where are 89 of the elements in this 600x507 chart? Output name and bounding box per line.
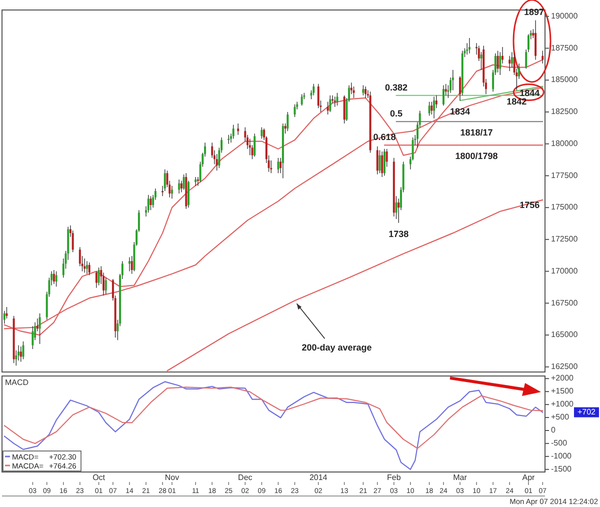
candlestick (352, 86, 355, 98)
candlestick (84, 258, 86, 273)
y-tick-label: 167500 (551, 298, 578, 308)
y-tick-label: 187500 (551, 43, 578, 52)
candlestick (442, 84, 444, 106)
candlestick (232, 124, 234, 140)
candlestick (52, 270, 55, 284)
candlestick (300, 94, 303, 106)
candlestick (130, 256, 133, 274)
candlestick (248, 138, 251, 156)
y-tick-label: 170000 (551, 266, 578, 276)
candlestick (362, 84, 364, 96)
candlestick (326, 101, 329, 115)
candlestick (312, 84, 315, 96)
y-tick-label: -1000 (551, 452, 572, 461)
candlestick (6, 306, 8, 319)
y-tick-label: 0 (551, 426, 556, 435)
annotation: 1738 (388, 228, 409, 239)
candlestick (20, 346, 22, 362)
candlestick (98, 267, 100, 286)
chart-title: MACD (5, 378, 29, 387)
y-tick-label: +2000 (551, 374, 574, 383)
candlestick (286, 112, 289, 132)
y-tick-label: 162500 (551, 362, 578, 372)
y-tick-label: 172500 (551, 234, 578, 244)
candlestick (381, 151, 384, 178)
candlestick (260, 126, 263, 140)
text: Nov (164, 473, 180, 482)
candlestick (32, 326, 34, 350)
y-tick-label: 180000 (551, 138, 578, 148)
line-series (166, 199, 544, 372)
candlestick (150, 196, 152, 210)
y-tick-label: 185000 (551, 75, 578, 84)
text: Dec (238, 473, 252, 482)
annotation: 1842 (506, 96, 527, 106)
candlestick (343, 95, 346, 124)
candlestick (194, 176, 197, 186)
y-tick-label: -1500 (551, 464, 572, 474)
text: Mar (453, 473, 468, 482)
candlestick (95, 270, 98, 288)
candlestick (128, 256, 130, 272)
text: +702 (577, 407, 596, 416)
y-tick-label: -500 (551, 438, 568, 448)
candlestick (182, 174, 185, 190)
annotation: 0.382 (385, 82, 408, 92)
y-tick-label: +1500 (551, 386, 574, 396)
candlestick (55, 270, 58, 287)
candlestick (254, 133, 256, 157)
candlestick (468, 38, 470, 54)
candlestick (86, 260, 88, 274)
candlestick (508, 56, 511, 72)
y-tick-label: 165000 (551, 330, 578, 340)
annotation: 1800/1798 (455, 151, 498, 162)
candlestick (383, 148, 386, 176)
annotation: 1818/17 (460, 128, 493, 138)
text: 2014 (309, 473, 328, 482)
candlestick (542, 50, 544, 64)
candlestick (433, 96, 436, 119)
y-tick-label: 175000 (551, 202, 578, 212)
y-tick-label: 177500 (551, 170, 578, 180)
text: Feb (387, 473, 402, 482)
annotation: 200-day average (302, 342, 372, 353)
y-tick-label: +500 (551, 412, 570, 422)
candlestick (88, 262, 90, 276)
candlestick (3, 310, 6, 324)
candlestick (428, 101, 430, 116)
line-series (4, 381, 544, 470)
y-tick-label: 190000 (551, 11, 578, 20)
candlestick (178, 179, 180, 194)
text: Apr (522, 473, 536, 482)
candlestick (147, 194, 150, 214)
candlestick (452, 70, 454, 91)
candlestick (334, 96, 336, 108)
candlestick (534, 20, 537, 60)
candlestick (496, 50, 499, 73)
candlestick (364, 86, 367, 98)
candlestick (216, 154, 218, 171)
candlestick (378, 150, 381, 174)
candlestick (376, 146, 378, 175)
candlestick (317, 84, 320, 108)
candlestick (277, 158, 280, 174)
candlestick (38, 313, 41, 344)
candlestick (237, 123, 240, 136)
text: Oct (92, 473, 106, 482)
line-series (4, 386, 544, 449)
y-tick-label: 182500 (551, 107, 578, 116)
annotation: 0.5 (390, 108, 403, 119)
y-tick-label: +1000 (551, 400, 574, 409)
candlestick (329, 95, 332, 112)
